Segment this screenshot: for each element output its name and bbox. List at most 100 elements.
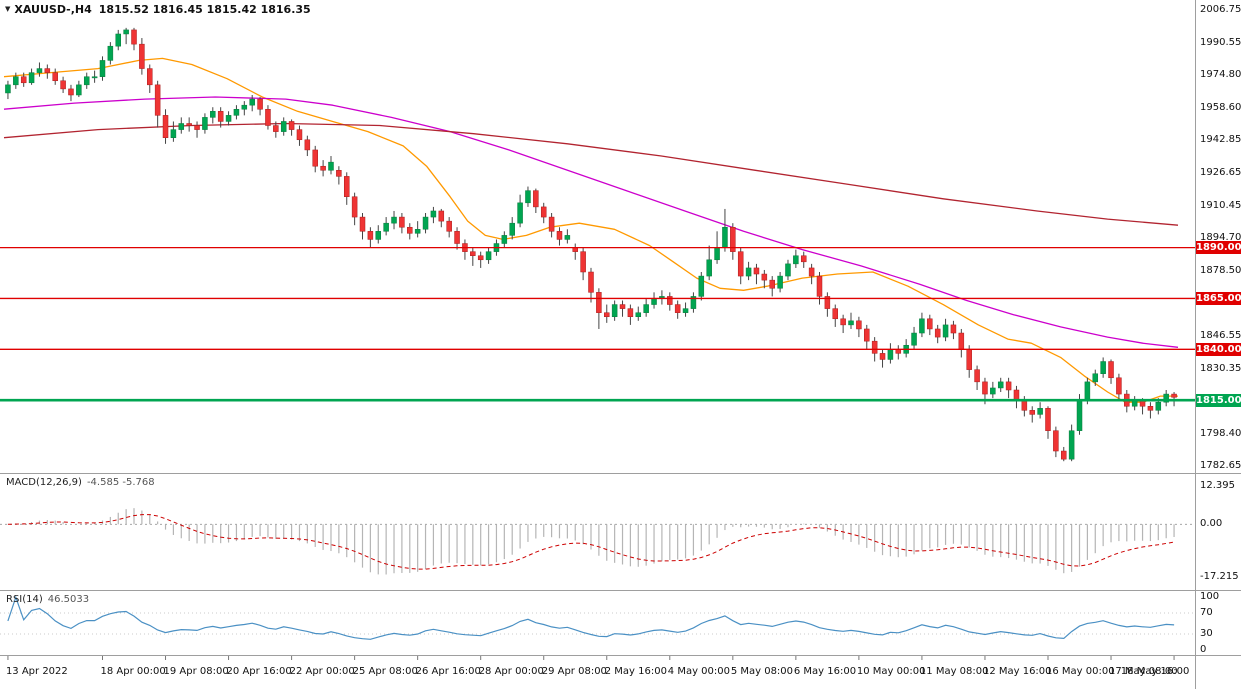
bear-candle [477, 255, 484, 261]
bear-candle [257, 98, 263, 110]
price-tag-1840.00[interactable]: 1840.00 [1196, 342, 1241, 356]
bear-candle [407, 226, 413, 234]
macd-axis-label: 12.395 [1200, 480, 1235, 492]
price-axis-label: 1782.65 [1200, 459, 1241, 471]
collapse-icon[interactable]: ▼ [5, 5, 11, 13]
bear-candle [1029, 410, 1035, 415]
time-axis-label: 5 May 08:00 [730, 666, 794, 677]
bull-candle [83, 76, 90, 86]
time-axis-label: 13 Apr 2022 [5, 666, 68, 677]
bull-candle [107, 45, 114, 61]
bear-candle [533, 190, 539, 208]
bull-candle [722, 226, 728, 248]
price-axis-label: 1910.45 [1200, 199, 1241, 211]
bear-candle [627, 308, 634, 318]
bear-candle [548, 216, 555, 232]
bear-candle [273, 125, 279, 132]
bull-candle [635, 312, 642, 318]
ma-mid-magenta-line[interactable] [3, 96, 1179, 348]
bull-candle [178, 123, 185, 130]
price-axis-label: 1942.85 [1200, 134, 1241, 146]
ohlc-values: 1815.52 1816.45 1815.42 1816.35 [98, 3, 311, 16]
bear-candle [131, 29, 137, 45]
bull-candle [241, 104, 248, 110]
macd-axis-label: 0.00 [1200, 518, 1223, 530]
bull-candle [391, 216, 397, 224]
bear-candle [470, 251, 476, 256]
bull-candle [280, 121, 287, 132]
bear-candle [674, 304, 681, 313]
time-axis-label: 11 May 08:00 [919, 666, 989, 677]
bear-candle [604, 312, 610, 318]
rsi-axis-label: 0 [1200, 643, 1207, 655]
bull-candle [682, 308, 689, 313]
bear-candle [162, 115, 169, 138]
bear-candle [44, 68, 51, 73]
time-axis-label: 18 May 16:00 [1120, 666, 1190, 677]
bull-candle [485, 251, 492, 261]
price-tag-1815.00[interactable]: 1815.00 [1196, 393, 1241, 407]
rsi-axis-label: 30 [1200, 628, 1213, 639]
bull-candle [1092, 373, 1099, 383]
bull-candle [745, 267, 752, 277]
bear-candle [265, 108, 271, 126]
bear-candle [540, 206, 547, 218]
bull-candle [91, 76, 98, 79]
bear-candle [966, 349, 972, 370]
macd-axis-label: -17.215 [1200, 571, 1239, 583]
bear-candle [800, 255, 807, 263]
bear-candle [1005, 381, 1012, 391]
bear-candle [596, 292, 602, 313]
bear-candle [761, 273, 768, 281]
bear-candle [336, 170, 342, 177]
time-axis-label: 16 May 00:00 [1045, 666, 1115, 677]
bull-candle [919, 318, 925, 334]
time-axis-label: 10 May 00:00 [856, 666, 926, 677]
bear-candle [864, 328, 870, 342]
bull-candle [525, 190, 531, 204]
bull-candle [777, 275, 783, 289]
bear-candle [20, 76, 27, 84]
bear-candle [288, 121, 295, 130]
bull-candle [1037, 408, 1043, 415]
bear-candle [312, 149, 318, 167]
bear-candle [982, 381, 988, 395]
bear-candle [1108, 361, 1114, 379]
bull-candle [887, 349, 894, 360]
bull-candle [115, 33, 121, 47]
bull-candle [848, 320, 854, 326]
bear-candle [824, 296, 831, 309]
bear-candle [840, 318, 846, 326]
ma-fast-orange-line[interactable] [3, 57, 1178, 403]
bull-candle [383, 222, 389, 232]
bull-candle [564, 235, 571, 240]
rsi-line[interactable] [7, 595, 1175, 640]
time-axis-label: 20 Apr 16:00 [226, 666, 292, 677]
bear-candle [446, 220, 452, 232]
bear-candle [753, 267, 760, 275]
bull-candle [249, 98, 255, 106]
bear-candle [154, 84, 161, 116]
price-axis-label: 1894.70 [1200, 232, 1241, 244]
bear-candle [304, 139, 311, 151]
bull-candle [414, 229, 421, 234]
bear-candle [950, 324, 957, 334]
time-axis-label: 12 May 16:00 [982, 666, 1052, 677]
ma-slow-darkred-line[interactable] [3, 122, 1179, 226]
macd-signal-line[interactable] [7, 514, 1175, 570]
bull-candle [643, 304, 649, 313]
macd-values: -4.585 -5.768 [86, 477, 155, 488]
bear-candle [217, 111, 224, 122]
bear-candle [927, 318, 933, 330]
bear-candle [1147, 406, 1154, 411]
price-tag-1890.00[interactable]: 1890.00 [1196, 241, 1241, 255]
bull-candle [375, 231, 382, 240]
bear-candle [974, 369, 980, 383]
bear-candle [619, 304, 626, 309]
price-axis-label: 1798.40 [1200, 427, 1241, 439]
bear-candle [454, 231, 460, 244]
price-tag-1865.00[interactable]: 1865.00 [1196, 291, 1241, 305]
time-axis-label: 26 Apr 16:00 [415, 666, 481, 677]
